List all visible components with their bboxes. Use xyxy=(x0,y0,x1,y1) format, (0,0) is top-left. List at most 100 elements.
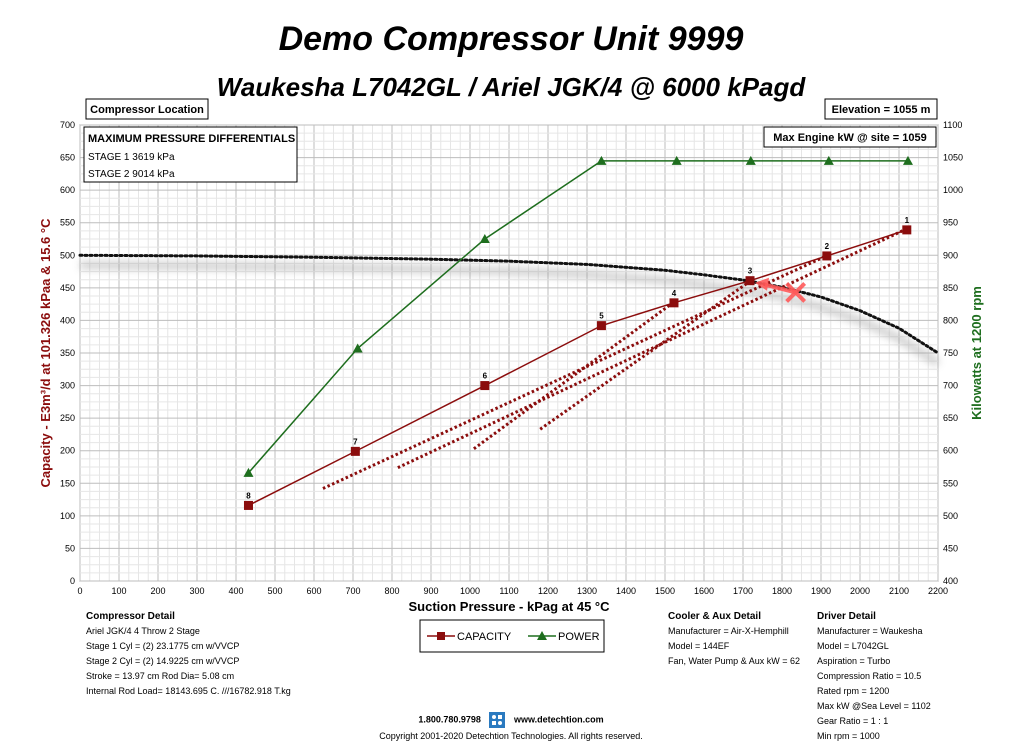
y2-tick-label: 1000 xyxy=(943,185,963,195)
y-tick-label: 200 xyxy=(60,446,75,456)
y2-tick-label: 800 xyxy=(943,315,958,325)
legend-capacity-marker xyxy=(437,632,445,640)
grid xyxy=(79,124,939,582)
rod-load-lines xyxy=(322,228,906,490)
y-tick-label: 100 xyxy=(60,511,75,521)
x-tick-label: 2100 xyxy=(889,586,909,596)
capacity-point xyxy=(902,225,912,235)
x-tick-label: 600 xyxy=(306,586,321,596)
max-pressure-title: MAXIMUM PRESSURE DIFFERENTIALS xyxy=(88,133,295,145)
engine-limit-curve xyxy=(78,253,941,367)
capacity-point-label: 5 xyxy=(599,312,604,321)
x-tick-label: 1500 xyxy=(655,586,675,596)
operating-point-marker xyxy=(755,277,807,303)
cooler-detail-line: Model = 144EF xyxy=(668,641,730,651)
x-tick-label: 0 xyxy=(77,586,82,596)
x-tick-label: 1600 xyxy=(694,586,714,596)
y-tick-label: 450 xyxy=(60,283,75,293)
legend-power-marker xyxy=(537,631,547,640)
capacity-line xyxy=(248,229,908,507)
x-tick-label: 200 xyxy=(150,586,165,596)
y2-tick-label: 700 xyxy=(943,381,958,391)
driver-detail-line: Gear Ratio = 1 : 1 xyxy=(817,716,889,726)
x-tick-label: 300 xyxy=(189,586,204,596)
y2-tick-label: 1050 xyxy=(943,153,963,163)
y2-tick-label: 1100 xyxy=(943,120,962,130)
max-pressure-box xyxy=(83,126,298,183)
rod-load-line xyxy=(473,301,674,450)
x-tick-label: 900 xyxy=(423,586,438,596)
x-tick-label: 2200 xyxy=(928,586,948,596)
footer-copyright: Copyright 2001-2020 Detechtion Technolog… xyxy=(379,731,643,741)
power-point xyxy=(479,234,490,243)
capacity-point-label: 8 xyxy=(246,491,251,500)
driver-detail-line: Rated rpm = 1200 xyxy=(817,686,890,696)
y2-tick-label: 600 xyxy=(943,446,958,456)
capacity-point xyxy=(822,251,832,261)
capacity-point xyxy=(350,446,360,456)
engine-limit-shadow xyxy=(79,261,941,367)
power-point xyxy=(902,155,913,165)
compressor-detail-line: Ariel JGK/4 4 Throw 2 Stage xyxy=(86,626,200,636)
x-tick-label: 700 xyxy=(345,586,360,596)
cooler-detail-title: Cooler & Aux Detail xyxy=(668,611,761,622)
x-tick-label: 400 xyxy=(228,586,243,596)
y-tick-label: 350 xyxy=(60,348,75,358)
y-tick-label: 0 xyxy=(70,576,75,586)
capacity-point-label: 4 xyxy=(672,289,677,298)
operating-x-stroke xyxy=(785,282,807,303)
y-tick-label: 550 xyxy=(60,218,75,228)
y-tick-label: 650 xyxy=(60,153,75,163)
power-series xyxy=(243,155,913,477)
y2-tick-label: 750 xyxy=(943,348,958,358)
operating-arrow-head xyxy=(755,277,770,291)
y-tick-label: 150 xyxy=(60,478,75,488)
capacity-point xyxy=(243,500,253,510)
compressor-detail: Compressor Detail Ariel JGK/4 4 Throw 2 … xyxy=(86,609,291,699)
cooler-detail: Cooler & Aux Detail Manufacturer = Air-X… xyxy=(668,609,800,669)
x-tick-label: 800 xyxy=(384,586,399,596)
capacity-point-label: 3 xyxy=(748,267,753,276)
y-tick-label: 400 xyxy=(60,315,75,325)
capacity-point-label: 2 xyxy=(825,242,830,251)
y2-tick-label: 900 xyxy=(943,250,958,260)
compressor-detail-title: Compressor Detail xyxy=(86,611,175,622)
driver-detail: Driver Detail Manufacturer = Waukesha Mo… xyxy=(817,609,931,744)
y-tick-label: 700 xyxy=(60,120,75,130)
x-tick-label: 1200 xyxy=(538,586,558,596)
footer-contact: 1.800.780.9798 www.detechtion.com xyxy=(0,712,1022,728)
y2-tick-label: 550 xyxy=(943,478,958,488)
footer-website-link[interactable]: www.detechtion.com xyxy=(513,714,604,725)
y2-tick-label: 850 xyxy=(943,283,958,293)
x-tick-label: 1300 xyxy=(577,586,597,596)
x-tick-label: 1400 xyxy=(616,586,636,596)
y2-tick-label: 450 xyxy=(943,543,958,553)
location-box xyxy=(85,98,209,120)
y-tick-label: 250 xyxy=(60,413,75,423)
compressor-detail-line: Stage 2 Cyl = (2) 14.9225 cm w/VVCP xyxy=(86,656,240,666)
capacity-point xyxy=(480,381,490,391)
x-tick-label: 100 xyxy=(111,586,126,596)
power-point xyxy=(823,155,834,165)
driver-detail-line: Aspiration = Turbo xyxy=(817,656,891,666)
x-tick-label: 2000 xyxy=(850,586,870,596)
rod-load-line xyxy=(397,228,906,470)
capacity-point xyxy=(669,298,679,308)
x-tick-label: 1000 xyxy=(460,586,480,596)
capacity-point-label: 6 xyxy=(483,372,488,381)
power-point xyxy=(243,467,254,477)
y2-tick-label: 650 xyxy=(943,413,958,423)
elevation-box xyxy=(824,98,938,120)
x-tick-label: 1900 xyxy=(811,586,831,596)
driver-detail-title: Driver Detail xyxy=(817,611,876,622)
cooler-detail-line: Fan, Water Pump & Aux kW = 62 xyxy=(668,656,800,666)
driver-detail-line: Model = L7042GL xyxy=(817,641,889,651)
driver-detail-line: Max kW @Sea Level = 1102 xyxy=(817,701,931,711)
location-label: Compressor Location xyxy=(90,104,204,116)
y-tick-label: 50 xyxy=(65,543,75,553)
compressor-detail-line: Internal Rod Load= 18143.695 C. ///16782… xyxy=(86,686,291,696)
performance-chart: Compressor Location Elevation = 1055 m 0… xyxy=(38,98,984,653)
page-title: Demo Compressor Unit 9999 xyxy=(278,20,744,58)
legend-power-label: POWER xyxy=(558,631,600,643)
operating-arrow-shaft xyxy=(764,282,797,295)
